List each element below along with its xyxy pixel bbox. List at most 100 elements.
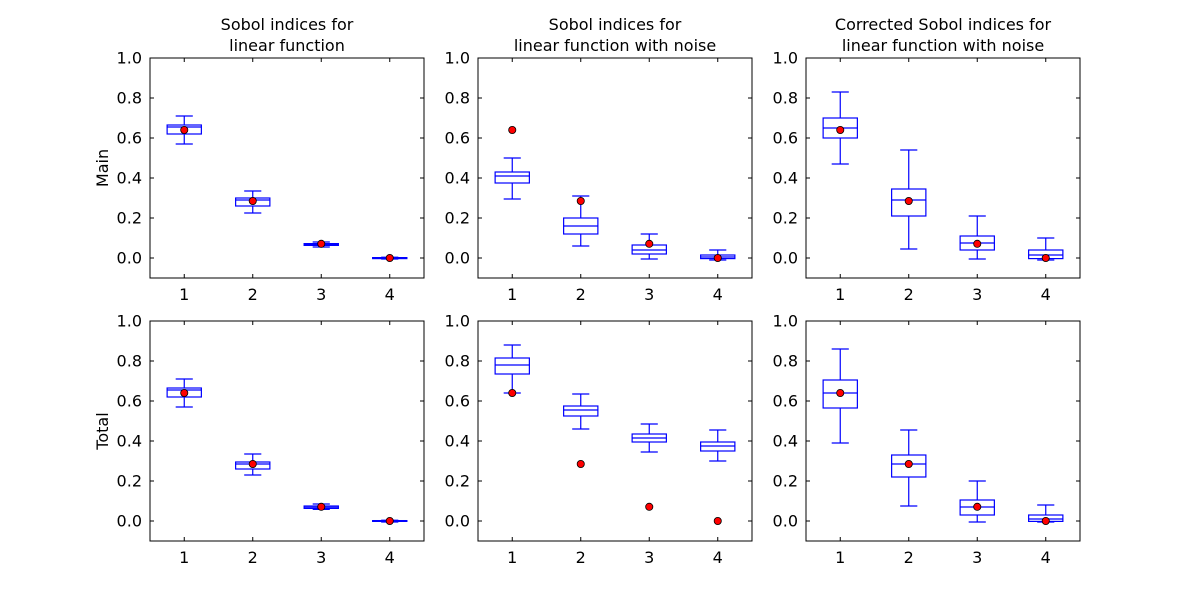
subplot-title-line: linear function with noise <box>842 36 1044 55</box>
true-value-point <box>713 253 722 262</box>
x-tick-label: 2 <box>904 548 914 567</box>
true-value-point <box>576 196 585 205</box>
x-tick-label: 4 <box>385 285 395 304</box>
x-tick-label: 4 <box>713 285 723 304</box>
y-tick-label: 0.4 <box>445 432 470 451</box>
x-tick-label: 2 <box>904 285 914 304</box>
true-value-point <box>645 502 654 511</box>
y-tick-label: 0.0 <box>445 249 470 268</box>
true-value-point <box>576 459 585 468</box>
y-tick-label: 0.4 <box>445 169 470 188</box>
y-tick-label: 0.0 <box>773 249 798 268</box>
true-value-point <box>973 239 982 248</box>
x-tick-label: 1 <box>179 548 189 567</box>
y-tick-label: 0.0 <box>445 512 470 531</box>
true-value-point <box>713 517 722 526</box>
iqr-box <box>166 124 202 135</box>
true-value-point <box>317 502 326 511</box>
axes-frame <box>805 57 1081 279</box>
box-3 <box>631 423 667 453</box>
true-value-point <box>836 388 845 397</box>
y-tick-label: 0.2 <box>117 472 142 491</box>
subplot-6: 0.0 0.2 0.4 0.6 0.8 1.0 1 2 3 4 <box>773 312 1081 567</box>
x-tick-label: 2 <box>248 285 258 304</box>
y-tick-label: 0.0 <box>773 512 798 531</box>
true-value-point <box>248 196 257 205</box>
true-value-point <box>836 126 845 135</box>
x-tick-label: 1 <box>507 285 517 304</box>
subplot-1: Sobol indices for linear function Main 0.0 0… <box>93 15 425 304</box>
axes-frame <box>149 320 425 542</box>
x-tick-label: 1 <box>179 285 189 304</box>
box-3 <box>959 480 995 523</box>
x-tick-label: 2 <box>576 548 586 567</box>
true-value-point <box>1041 517 1050 526</box>
y-axis-label: Total <box>93 412 112 450</box>
axes-frame <box>477 320 753 542</box>
x-tick-label: 4 <box>713 548 723 567</box>
y-tick-label: 1.0 <box>117 49 142 68</box>
y-tick-label: 1.0 <box>445 49 470 68</box>
box-1 <box>494 344 530 394</box>
y-tick-label: 0.6 <box>773 392 798 411</box>
y-tick-label: 0.0 <box>117 512 142 531</box>
subplot-title-line: linear function <box>229 36 345 55</box>
y-tick-label: 0.6 <box>773 129 798 148</box>
true-value-point <box>317 239 326 248</box>
subplot-4: Total 0.0 0.2 0.4 0.6 0.8 1.0 1 2 3 4 <box>93 312 425 567</box>
y-tick-label: 0.8 <box>445 89 470 108</box>
x-tick-label: 3 <box>644 285 654 304</box>
box-2 <box>563 393 599 430</box>
subplot-2: Sobol indices for linear function with no… <box>445 15 753 304</box>
y-tick-label: 0.6 <box>445 129 470 148</box>
y-tick-label: 0.0 <box>117 249 142 268</box>
x-tick-label: 1 <box>835 285 845 304</box>
x-tick-label: 4 <box>1041 548 1051 567</box>
x-tick-label: 2 <box>576 285 586 304</box>
iqr-box <box>822 379 858 409</box>
axes-frame <box>477 57 753 279</box>
true-value-point <box>904 459 913 468</box>
true-value-point <box>508 388 517 397</box>
y-tick-label: 0.8 <box>445 352 470 371</box>
true-value-point <box>1041 253 1050 262</box>
box-2 <box>891 429 927 507</box>
y-tick-label: 1.0 <box>773 49 798 68</box>
y-tick-label: 1.0 <box>117 312 142 331</box>
x-tick-label: 3 <box>644 548 654 567</box>
y-tick-label: 0.8 <box>773 352 798 371</box>
subplot-3: Corrected Sobol indices for linear functi… <box>773 15 1081 304</box>
subplot-5: 0.0 0.2 0.4 0.6 0.8 1.0 1 2 3 4 <box>445 312 753 567</box>
iqr-box <box>563 405 599 417</box>
y-tick-label: 0.2 <box>773 472 798 491</box>
iqr-box <box>891 454 927 478</box>
box-1 <box>166 115 202 145</box>
y-tick-label: 0.8 <box>117 89 142 108</box>
y-tick-label: 0.2 <box>773 209 798 228</box>
x-tick-label: 2 <box>248 548 258 567</box>
y-tick-label: 0.4 <box>117 169 142 188</box>
box-1 <box>494 157 530 200</box>
x-tick-label: 4 <box>1041 285 1051 304</box>
y-tick-label: 1.0 <box>445 312 470 331</box>
true-value-point <box>904 196 913 205</box>
true-value-point <box>973 502 982 511</box>
x-tick-label: 1 <box>835 548 845 567</box>
box-3 <box>959 215 995 260</box>
iqr-box <box>891 188 927 217</box>
axes-frame <box>805 320 1081 542</box>
x-tick-label: 4 <box>385 548 395 567</box>
subplot-title-line: Sobol indices for <box>221 15 354 34</box>
true-value-point <box>248 459 257 468</box>
subplot-title-line: Sobol indices for <box>549 15 682 34</box>
true-value-point <box>180 388 189 397</box>
y-tick-label: 1.0 <box>773 312 798 331</box>
y-tick-label: 0.4 <box>117 432 142 451</box>
y-tick-label: 0.6 <box>117 392 142 411</box>
iqr-box <box>166 387 202 398</box>
x-tick-label: 3 <box>972 548 982 567</box>
true-value-point <box>508 126 517 135</box>
y-tick-label: 0.6 <box>445 392 470 411</box>
box-4 <box>700 429 736 462</box>
